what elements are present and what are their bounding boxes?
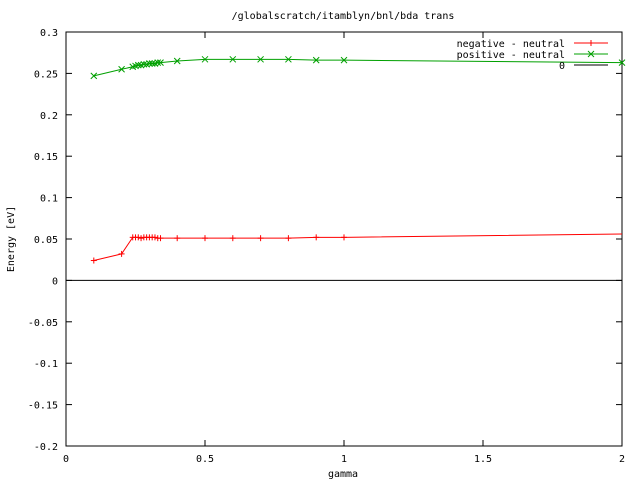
- data-point: [140, 60, 148, 68]
- x-tick-label: 1: [341, 454, 347, 465]
- legend-label: negative - neutral: [457, 39, 565, 50]
- x-tick-label: 2: [619, 454, 625, 465]
- y-tick-label: 0.15: [34, 152, 58, 163]
- y-tick-label: -0.15: [28, 401, 58, 412]
- x-axis-label: gamma: [328, 469, 358, 480]
- data-point: [618, 59, 626, 66]
- data-point: [285, 55, 292, 63]
- y-axis-label: Energy [eV]: [6, 206, 17, 272]
- legend-marker: [587, 50, 595, 58]
- data-point: [118, 65, 125, 73]
- data-point: [174, 235, 181, 242]
- data-point: [202, 235, 208, 242]
- data-point: [157, 235, 164, 242]
- data-point: [148, 60, 156, 67]
- series-layer: [66, 55, 626, 281]
- data-point: [229, 235, 236, 242]
- data-point: [154, 59, 162, 66]
- chart-title: /globalscratch/itamblyn/bnl/bda trans: [232, 11, 455, 22]
- legend-label: 0: [559, 61, 565, 72]
- data-point: [312, 56, 320, 64]
- data-point: [201, 55, 209, 63]
- y-tick-label: 0.1: [40, 194, 58, 205]
- series-line-1: [93, 58, 623, 77]
- data-point: [313, 234, 320, 241]
- data-point: [157, 59, 164, 66]
- data-point: [341, 234, 347, 241]
- legend-label: positive - neutral: [457, 50, 565, 61]
- data-point: [90, 72, 98, 80]
- data-point: [151, 234, 158, 241]
- y-tick-label: 0: [52, 276, 58, 287]
- data-point: [146, 60, 153, 67]
- y-tick-label: -0.2: [34, 442, 58, 453]
- data-point: [257, 235, 264, 242]
- y-tick-label: 0.2: [40, 111, 58, 122]
- data-point: [135, 234, 142, 241]
- x-tick-label: 0: [63, 454, 69, 465]
- y-tick-label: 0.3: [40, 28, 58, 39]
- data-point: [134, 61, 142, 69]
- data-point: [257, 55, 264, 63]
- data-point: [173, 57, 181, 65]
- data-point: [285, 235, 292, 242]
- y-tick-label: 0.05: [34, 235, 58, 246]
- y-tick-label: -0.05: [28, 318, 58, 329]
- axes: -0.2 -0.15 -0.1 -0.05 0 0.05 0.1 0.15 0.2 0.25 0.3…: [28, 28, 625, 465]
- data-point: [138, 235, 145, 242]
- y-tick-label: -0.1: [34, 359, 58, 370]
- x-tick-label: 0.5: [196, 454, 214, 465]
- data-point: [340, 56, 348, 64]
- data-point: [229, 55, 237, 63]
- y-tick-label: 0.25: [34, 69, 58, 80]
- data-point: [90, 257, 97, 264]
- data-point: [118, 250, 125, 257]
- series-line-0: [93, 233, 623, 262]
- x-tick-label: 1.5: [474, 454, 492, 465]
